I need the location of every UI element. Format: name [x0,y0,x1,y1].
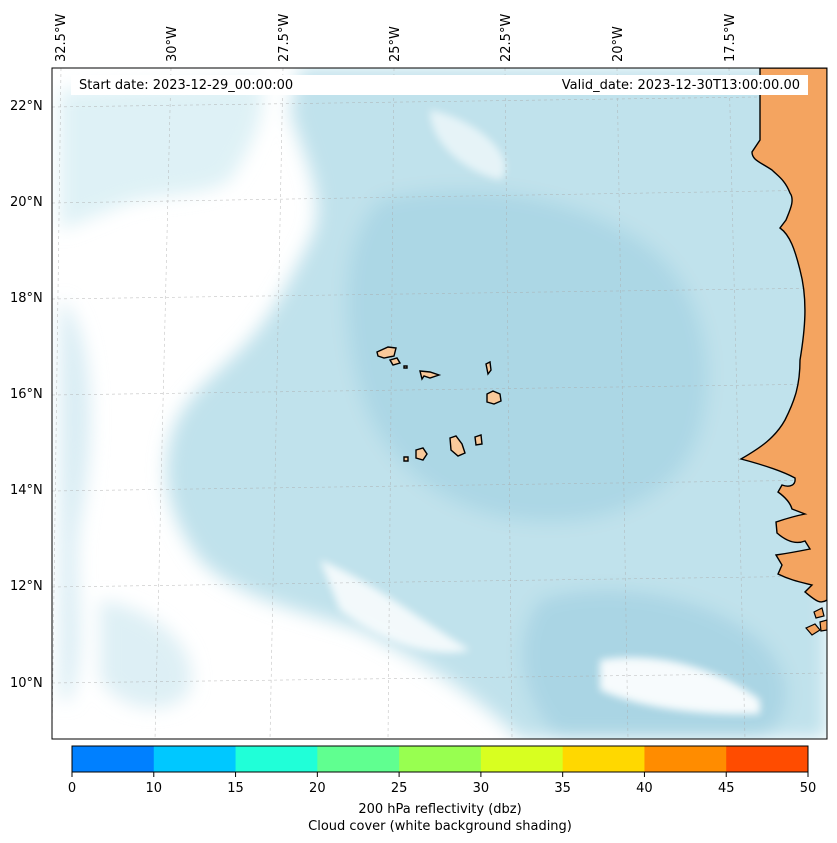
colorbar-tick-label: 0 [67,781,77,796]
latitude-label: 22°N [10,99,43,114]
longitude-label: 25°W [388,26,403,62]
valid-date: Valid_date: 2023-12-30T13:00:00.00 [561,78,800,93]
colorbar-segment [153,746,237,772]
colorbar-tick-label: 50 [799,781,817,796]
map-frame [51,67,828,740]
map-area [52,68,827,739]
africa-coastline [739,68,827,603]
colorbar-label-2: Cloud cover (white background shading) [308,819,572,834]
bijagos-islands [805,607,827,636]
island-santiago [449,435,466,457]
latitude-label: 14°N [10,483,43,498]
island-sao-nicolau [419,370,442,381]
longitude-label: 17.5°W [723,13,738,62]
latitude-label: 20°N [10,195,43,210]
colorbar-segment [726,746,809,772]
latitude-label: 18°N [10,291,43,306]
island-fogo [415,447,428,461]
colorbar-tick-label: 35 [554,781,571,796]
colorbar-tick-label: 25 [390,781,408,796]
colorbar-tick-label: 30 [472,781,490,796]
colorbar-tick-label: 15 [227,781,244,796]
colorbar-label-1: 200 hPa reflectivity (dbz) [358,802,522,817]
island-sao-vicente [388,357,402,366]
island-sal [485,360,492,376]
colorbar-segment [399,746,482,772]
island-santo-antao [376,346,397,359]
latitude-label: 16°N [10,387,43,402]
longitude-label: 30°W [165,26,180,62]
colorbar-tick-label: 20 [309,781,326,796]
colorbar-tick-label: 10 [145,781,163,796]
longitude-label: 32.5°W [54,13,69,62]
island-maio [474,434,483,446]
longitude-label: 22.5°W [499,13,514,62]
latitude-label: 10°N [10,676,43,691]
island-boa-vista [486,390,502,405]
cape-verde-islands [376,346,502,462]
longitude-label: 27.5°W [277,13,292,62]
header-box [71,75,808,95]
colorbar-segment [235,746,318,772]
colorbar-segment [644,746,727,772]
island-brava [403,456,409,462]
clear-sky-patches [320,110,760,715]
longitude-label: 20°W [611,26,626,62]
colorbar-tick-label: 40 [636,781,653,796]
colorbar [71,746,809,777]
colorbar-frame [71,745,809,773]
colorbar-segment [317,746,400,772]
start-date: Start date: 2023-12-29_00:00:00 [79,78,294,93]
colorbar-segment [480,746,564,772]
colorbar-segment [72,746,155,772]
island-santa-luzia [403,365,408,369]
colorbar-segment [562,746,645,772]
latitude-label: 12°N [10,579,43,594]
graticule [52,68,827,739]
colorbar-tick-label: 45 [717,781,735,796]
